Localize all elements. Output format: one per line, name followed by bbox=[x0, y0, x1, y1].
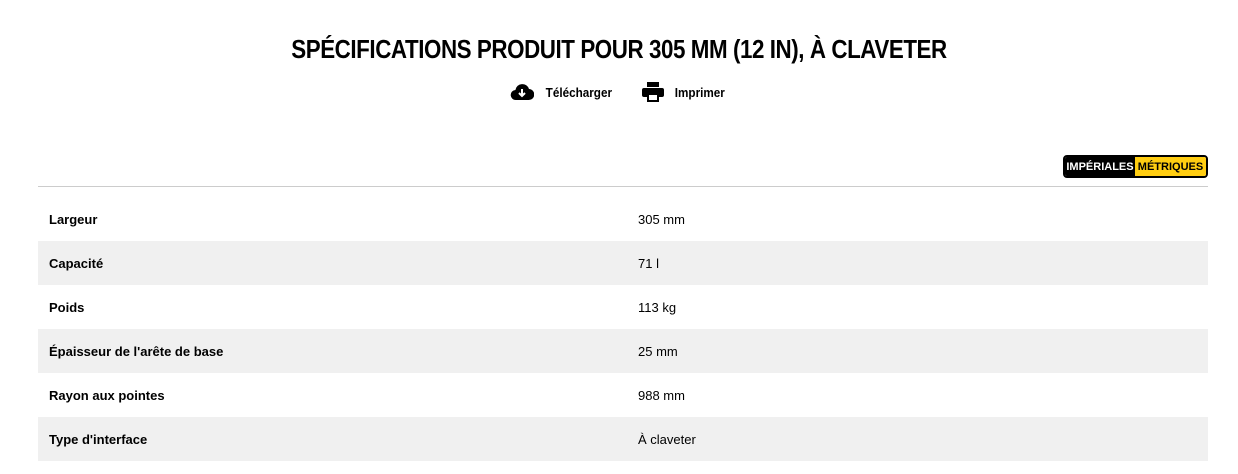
table-row: Largeur 305 mm bbox=[38, 197, 1208, 241]
spec-value: 71 l bbox=[638, 255, 659, 271]
spec-value: 113 kg bbox=[638, 299, 677, 315]
spec-label: Poids bbox=[49, 299, 85, 315]
spec-value: 305 mm bbox=[638, 211, 685, 227]
download-button[interactable]: Télécharger bbox=[510, 82, 616, 102]
table-row: Épaisseur de l'arête de base 25 mm bbox=[38, 329, 1208, 373]
metric-units-button[interactable]: MÉTRIQUES bbox=[1135, 157, 1206, 176]
table-row: Rayon aux pointes 988 mm bbox=[38, 373, 1208, 417]
cloud-download-icon bbox=[511, 84, 535, 101]
spec-value: 988 mm bbox=[638, 387, 685, 403]
download-label: Télécharger bbox=[546, 84, 613, 100]
print-label: Imprimer bbox=[674, 84, 725, 100]
spec-value: 25 mm bbox=[638, 343, 678, 359]
spec-label: Rayon aux pointes bbox=[49, 387, 165, 403]
page-title: SPÉCIFICATIONS PRODUIT POUR 305 MM (12 I… bbox=[291, 34, 947, 64]
divider bbox=[38, 186, 1208, 187]
table-row: Capacité 71 l bbox=[38, 241, 1208, 285]
print-button[interactable]: Imprimer bbox=[642, 82, 728, 102]
spec-label: Capacité bbox=[49, 255, 104, 271]
table-row: Poids 113 kg bbox=[38, 285, 1208, 329]
table-row: Type d'interface À claveter bbox=[38, 417, 1208, 461]
spec-label: Largeur bbox=[49, 211, 98, 227]
spec-label: Épaisseur de l'arête de base bbox=[49, 343, 224, 359]
specs-table: Largeur 305 mm Capacité 71 l Poids 113 kg É… bbox=[38, 197, 1208, 461]
imperial-units-button[interactable]: IMPÉRIALES bbox=[1065, 157, 1135, 176]
units-toggle: IMPÉRIALES MÉTRIQUES bbox=[1063, 155, 1208, 178]
actions-bar: Télécharger Imprimer bbox=[0, 82, 1238, 102]
printer-icon bbox=[642, 82, 665, 102]
spec-value: À claveter bbox=[638, 431, 696, 447]
spec-label: Type d'interface bbox=[49, 431, 148, 447]
